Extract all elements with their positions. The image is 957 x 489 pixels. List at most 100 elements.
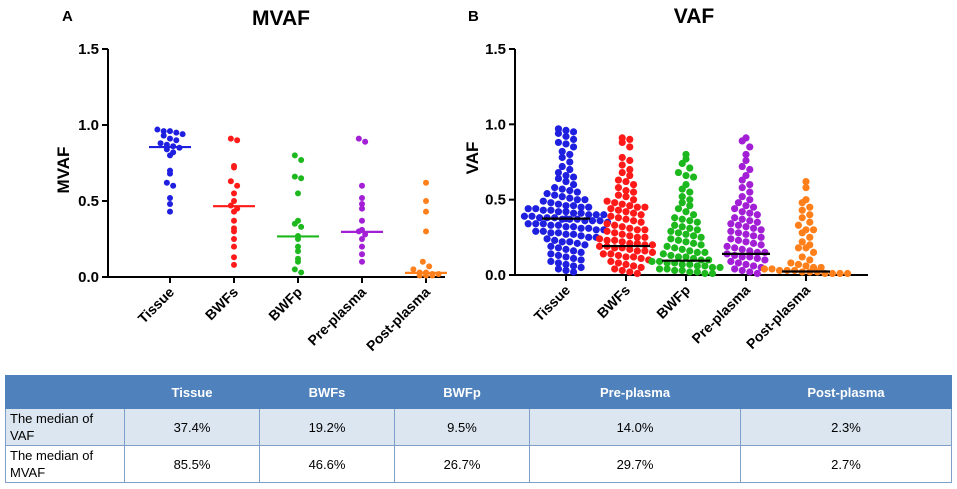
- data-point: [520, 212, 529, 220]
- data-point: [749, 224, 758, 232]
- data-point: [554, 229, 563, 237]
- data-point: [562, 177, 570, 186]
- data-point: [742, 156, 750, 165]
- data-point: [231, 208, 237, 215]
- data-point: [742, 202, 750, 210]
- data-point: [678, 266, 686, 275]
- data-point: [562, 140, 570, 148]
- table-cell: 9.5%: [394, 408, 530, 446]
- data-point: [547, 229, 555, 237]
- data-point: [577, 232, 585, 240]
- data-point: [809, 226, 818, 234]
- data-point: [551, 236, 559, 244]
- data-point: [633, 269, 641, 278]
- data-point: [535, 214, 544, 222]
- data-point: [746, 188, 754, 196]
- data-point: [562, 253, 570, 261]
- data-point: [554, 221, 563, 229]
- data-point: [626, 156, 634, 165]
- data-point: [746, 209, 754, 217]
- data-point: [569, 223, 578, 231]
- data-point: [562, 208, 570, 216]
- data-point: [551, 184, 559, 192]
- data-point: [291, 220, 298, 227]
- x-tick-label: BWFs: [594, 282, 634, 322]
- data-point: [622, 215, 630, 223]
- data-point: [543, 190, 551, 198]
- data-point: [599, 250, 607, 258]
- data-point: [569, 209, 578, 217]
- y-tick-label: 0.5: [485, 192, 506, 209]
- data-point: [787, 259, 795, 267]
- data-point: [659, 250, 667, 258]
- data-point: [689, 211, 698, 219]
- data-point: [355, 135, 362, 142]
- data-point: [757, 233, 765, 241]
- data-point: [674, 229, 683, 237]
- data-point: [569, 135, 578, 143]
- data-point: [577, 203, 585, 211]
- data-point: [618, 161, 626, 169]
- data-point: [622, 253, 630, 261]
- data-point: [167, 128, 173, 135]
- y-tick-label: 0.5: [78, 193, 99, 210]
- data-point: [757, 241, 765, 249]
- data-point: [686, 224, 694, 232]
- data-point: [539, 197, 547, 205]
- data-point: [626, 165, 634, 174]
- data-point: [295, 248, 301, 255]
- data-point: [611, 236, 619, 244]
- data-point: [686, 268, 694, 276]
- data-point: [410, 266, 417, 273]
- data-point: [746, 247, 754, 255]
- y-tick-label: 0.0: [78, 269, 99, 286]
- x-tick-label: BWFp: [265, 284, 305, 324]
- data-point: [731, 214, 739, 222]
- data-point: [592, 211, 600, 219]
- header-cell-bwfp: BWFp: [394, 375, 530, 409]
- data-point: [547, 199, 555, 207]
- data-point: [655, 265, 664, 273]
- data-point: [607, 257, 615, 266]
- data-point: [554, 138, 563, 147]
- data-point: [626, 171, 634, 180]
- data-point: [798, 238, 806, 246]
- data-point: [588, 217, 597, 225]
- data-point: [671, 244, 679, 252]
- data-point: [682, 253, 690, 261]
- data-point: [618, 138, 626, 147]
- data-point: [678, 245, 686, 253]
- data-point: [539, 220, 547, 228]
- data-point: [585, 211, 593, 219]
- data-point: [167, 152, 173, 159]
- data-point: [738, 245, 746, 253]
- x-tick-label: Tissue: [135, 284, 178, 327]
- data-point: [775, 266, 784, 275]
- data-point: [554, 265, 563, 273]
- data-point: [667, 251, 675, 260]
- data-point: [678, 215, 686, 223]
- data-point: [798, 229, 806, 237]
- data-point: [539, 206, 547, 214]
- data-point: [524, 220, 532, 228]
- data-point: [566, 238, 574, 246]
- data-point: [573, 196, 581, 204]
- data-point: [554, 251, 563, 260]
- data-point: [359, 258, 365, 265]
- data-point: [234, 182, 241, 189]
- data-point: [828, 269, 837, 278]
- data-point: [686, 196, 694, 204]
- data-point: [532, 220, 540, 228]
- data-point: [562, 266, 570, 275]
- data-point: [674, 205, 683, 213]
- data-point: [554, 259, 563, 267]
- data-point: [558, 153, 566, 162]
- panel-label-a: A: [62, 8, 73, 25]
- data-point: [581, 196, 589, 204]
- data-point: [701, 248, 709, 256]
- data-point: [614, 176, 623, 184]
- data-point: [731, 244, 739, 252]
- row-label: The median of MVAF: [5, 445, 125, 483]
- data-point: [731, 205, 739, 213]
- data-point: [809, 248, 818, 256]
